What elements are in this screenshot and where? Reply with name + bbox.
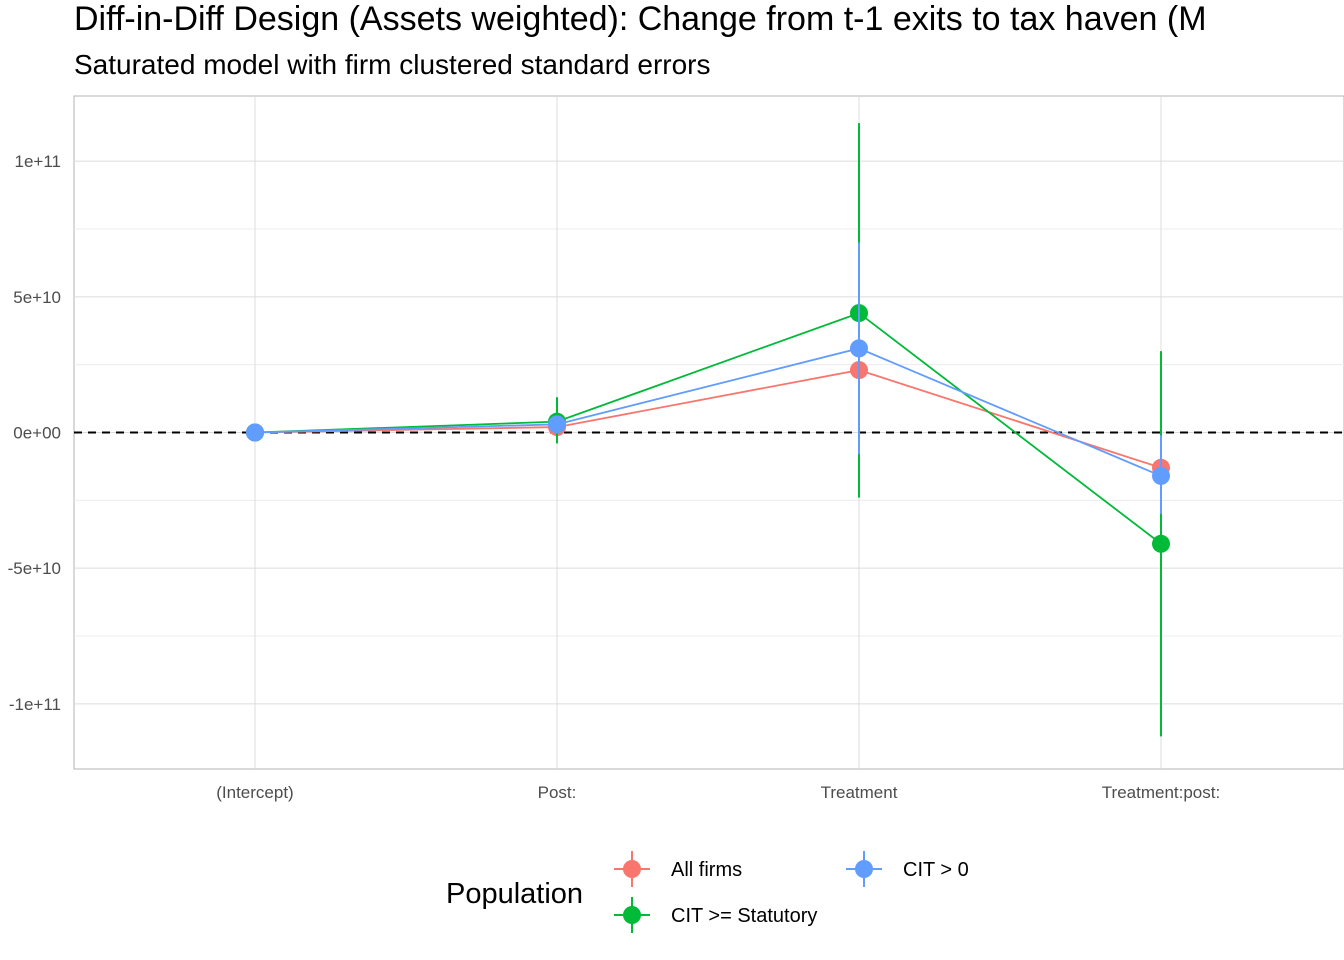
chart-subtitle: Saturated model with firm clustered stan… [74, 49, 711, 80]
legend-label: CIT >= Statutory [671, 905, 817, 927]
y-tick-label: 5e+10 [13, 288, 61, 307]
legend-key-point [623, 906, 641, 924]
x-tick-label: Post: [538, 783, 577, 802]
data-point [548, 415, 566, 434]
legend-title: Population [446, 878, 583, 910]
y-tick-label: -5e+10 [8, 559, 61, 578]
legend-item: CIT > 0 [846, 851, 969, 887]
data-point [1152, 466, 1170, 485]
y-tick-label: 0e+00 [13, 424, 61, 443]
legend-key-point [855, 860, 873, 878]
legend-item: All firms [614, 851, 742, 887]
series-line [254, 312, 1162, 545]
series-line [254, 369, 1162, 469]
y-tick-label: 1e+11 [15, 152, 61, 171]
axis-labels-layer: 1e+11 5e+10 0e+00 -5e+10 -1e+11 (Intercept) Po… [8, 152, 1221, 802]
legend-label: All firms [671, 859, 742, 881]
y-tick-label: -1e+11 [9, 695, 61, 714]
series-cit-0 [246, 242, 1170, 514]
x-tick-label: Treatment:post: [1102, 783, 1220, 802]
data-point [850, 339, 868, 358]
series-layer [246, 123, 1170, 737]
x-tick-label: Treatment [821, 783, 898, 802]
data-point [246, 423, 264, 442]
data-point [1152, 534, 1170, 553]
series-line [254, 347, 1162, 477]
x-tick-label: (Intercept) [216, 783, 293, 802]
legend: All firms CIT >= Statutory CIT > 0 [614, 851, 969, 933]
legend-item: CIT >= Statutory [614, 897, 817, 933]
legend-key-point [623, 860, 641, 878]
legend-label: CIT > 0 [903, 859, 969, 881]
chart-title: Diff-in-Diff Design (Assets weighted): C… [74, 0, 1207, 38]
